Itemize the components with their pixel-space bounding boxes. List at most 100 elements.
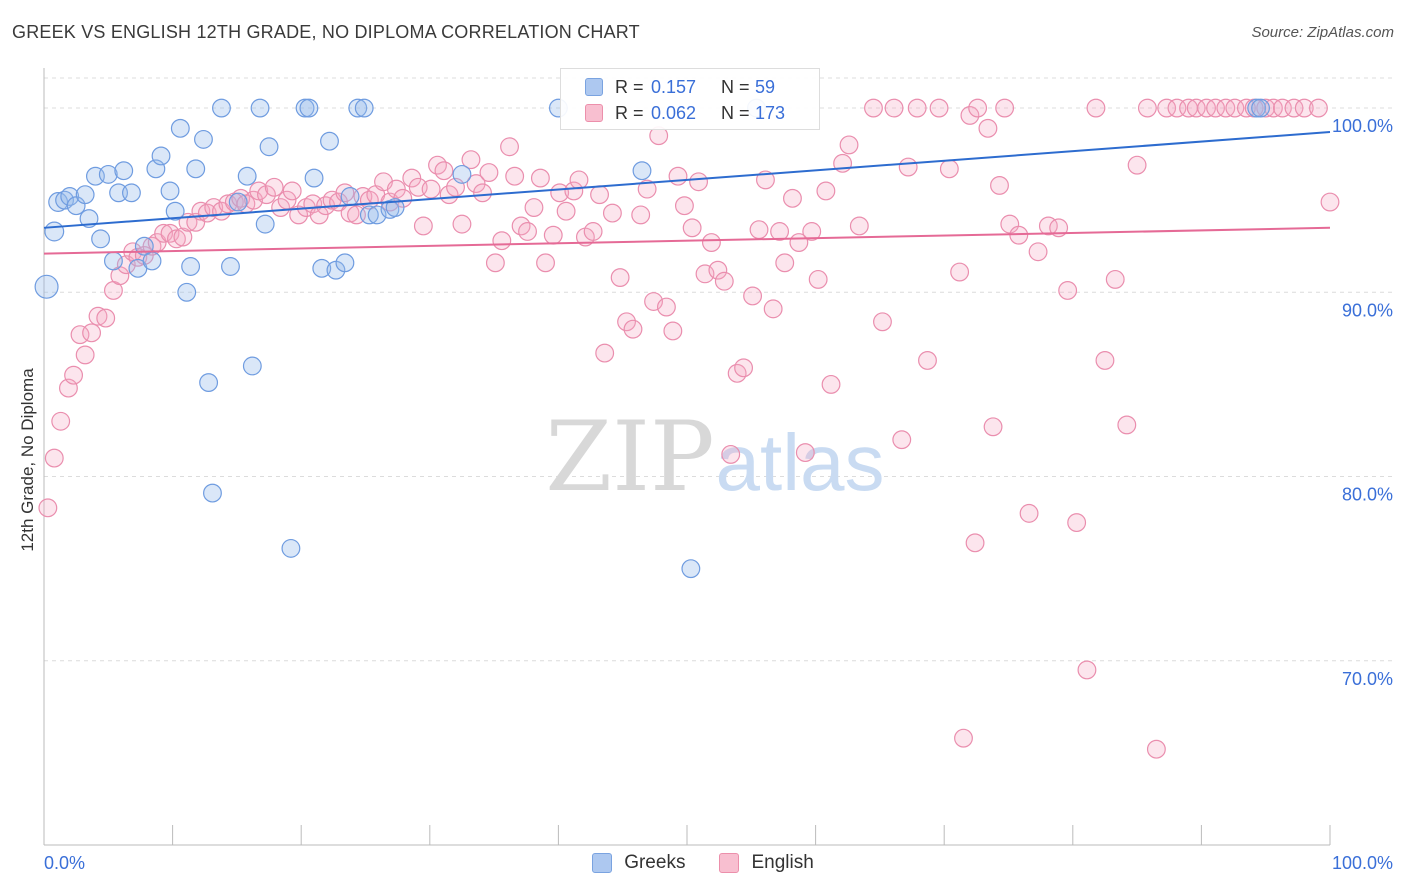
english-point [1294, 98, 1314, 118]
greeks-point [91, 229, 111, 249]
english-point [689, 172, 709, 192]
english-trend-line [43, 226, 1331, 255]
greeks-point [255, 214, 275, 234]
english-point [610, 268, 630, 287]
greeks-point [75, 185, 95, 205]
english-point [663, 321, 683, 341]
english-n-value: 173 [755, 102, 786, 123]
english-point [637, 179, 657, 199]
english-point [264, 177, 284, 197]
english-point [583, 222, 603, 241]
english-point [734, 358, 754, 378]
greeks-point [242, 356, 262, 376]
english-point [978, 118, 998, 138]
english-point [795, 443, 815, 463]
greeks-point [212, 98, 231, 118]
chart-title: GREEK VS ENGLISH 12TH GRADE, NO DIPLOMA … [12, 22, 640, 42]
english-point [783, 188, 802, 208]
english-point [1019, 503, 1039, 523]
english-point [479, 163, 499, 182]
english-point [990, 175, 1009, 195]
greeks-point [114, 161, 134, 181]
greeks-point [385, 198, 405, 217]
english-point [892, 430, 912, 450]
english-point [530, 168, 550, 188]
english-point [656, 297, 676, 317]
greeks-point [348, 98, 368, 118]
english-point [347, 205, 366, 225]
english-point [1320, 192, 1340, 212]
watermark-zip: ZIP [545, 401, 714, 513]
greeks-point [335, 253, 355, 273]
english-point [743, 286, 763, 306]
greeks-point [228, 192, 248, 212]
english-point [808, 269, 828, 289]
english-point [1284, 98, 1304, 118]
greeks-point [221, 257, 240, 276]
english-point [602, 203, 622, 223]
english-point [1206, 98, 1225, 118]
greeks-point [186, 159, 206, 179]
y-tick-label: 70.0% [1342, 669, 1393, 689]
english-point [1009, 225, 1029, 245]
greeks-point [452, 164, 472, 184]
english-point [668, 166, 688, 186]
english-point [500, 137, 519, 157]
english-point [770, 222, 790, 241]
english-point [452, 214, 472, 234]
english-point [884, 98, 904, 118]
greeks-point [55, 190, 75, 210]
greeks-point [194, 129, 213, 149]
greeks-points [34, 98, 1270, 579]
english-point [271, 198, 291, 217]
english-point [983, 417, 1003, 437]
english-point [289, 205, 309, 225]
english-point [1186, 98, 1206, 118]
y-axis-label: 12th Grade, No Diploma [18, 368, 37, 552]
english-point [631, 205, 651, 225]
english-point [524, 198, 544, 217]
greeks-point [359, 205, 379, 225]
english-point [1157, 98, 1177, 118]
greeks-legend-swatch [592, 853, 613, 873]
stats-legend-row-english: R = 0.062 N = 173 [585, 102, 785, 124]
english-point [929, 98, 949, 118]
greeks-point [354, 98, 374, 118]
english-point [617, 312, 636, 332]
legend-item-english: English [719, 852, 814, 874]
english-point [821, 374, 841, 394]
english-point [721, 444, 741, 464]
english-point [1236, 98, 1256, 118]
english-point [167, 229, 186, 249]
english-point [1146, 739, 1166, 759]
english-point [51, 411, 71, 431]
english-point [173, 227, 193, 247]
greeks-point [151, 146, 171, 166]
english-point [556, 201, 576, 221]
english-point [590, 185, 609, 205]
english-point [434, 161, 454, 181]
english-point [864, 98, 883, 118]
english-point [1095, 351, 1115, 370]
greeks-point [165, 201, 185, 221]
greeks-point [160, 181, 180, 201]
greeks-point [109, 183, 129, 203]
english-point [82, 323, 102, 343]
english-point [1058, 281, 1078, 300]
english-point [775, 253, 795, 273]
english-point [38, 498, 58, 518]
english-point [309, 205, 329, 225]
english-point [995, 98, 1015, 118]
greeks-point [320, 131, 339, 151]
english-point [335, 183, 355, 203]
greeks-point [170, 118, 190, 138]
english-r-value: 0.062 [651, 102, 697, 123]
greeks-point [681, 559, 701, 579]
greeks-point [122, 183, 141, 203]
english-point [849, 216, 869, 236]
greeks-r-value: 0.157 [651, 76, 697, 97]
english-point [536, 253, 555, 273]
english-point [64, 365, 84, 385]
greeks-trend-line [43, 131, 1331, 229]
